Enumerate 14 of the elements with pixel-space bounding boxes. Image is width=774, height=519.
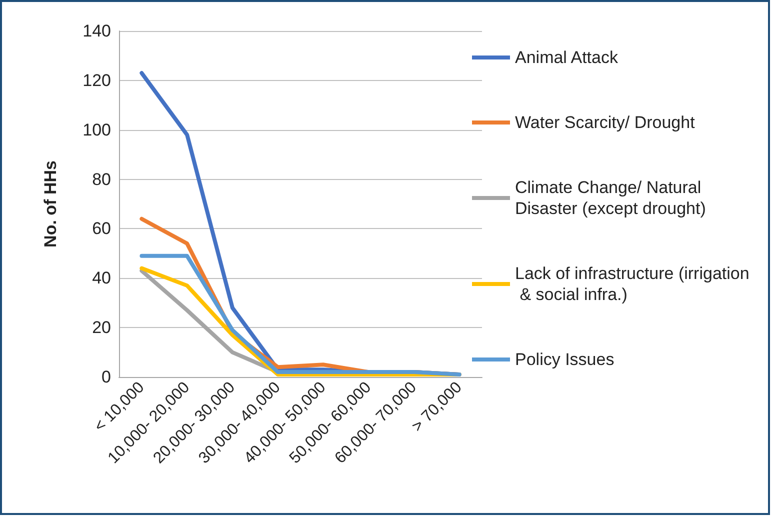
legend-label: Lack of infrastructure (irrigation & social infra.) [515,264,754,304]
y-tick-label: 120 [82,70,111,90]
y-tick-label: 20 [92,318,111,338]
y-tick-label: 140 [82,22,111,40]
y-tick-label: 40 [92,268,111,288]
y-tick-label: 0 [102,368,111,386]
legend-label: Animal Attack [515,48,618,67]
legend-label: Policy Issues [515,350,614,369]
legend-label: Water Scarcity/ Drought [515,113,696,132]
y-tick-label: 80 [92,170,111,189]
y-axis-title: No. of HHs [41,160,60,248]
legend-label: Climate Change/ Natural Disaster (except drought) [515,178,706,218]
y-tick-label: 100 [82,120,111,140]
y-tick-label: 60 [92,219,111,238]
